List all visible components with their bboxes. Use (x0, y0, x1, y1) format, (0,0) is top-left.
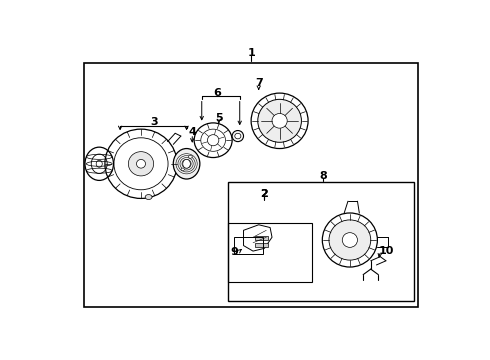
Ellipse shape (342, 233, 358, 247)
Text: 9: 9 (230, 247, 238, 257)
Text: 5: 5 (215, 113, 222, 123)
Ellipse shape (235, 133, 241, 139)
Ellipse shape (137, 159, 146, 168)
Ellipse shape (173, 149, 200, 179)
Text: 1: 1 (247, 48, 255, 58)
Ellipse shape (258, 99, 301, 142)
Ellipse shape (232, 131, 244, 141)
Ellipse shape (272, 113, 287, 128)
Ellipse shape (96, 160, 102, 167)
Ellipse shape (189, 156, 192, 158)
Ellipse shape (207, 135, 219, 146)
Text: 2: 2 (261, 189, 269, 199)
Ellipse shape (183, 159, 190, 168)
Bar (255, 236, 268, 240)
Text: 10: 10 (378, 246, 393, 256)
Bar (228, 182, 415, 301)
Text: 8: 8 (319, 171, 327, 181)
Text: 6: 6 (213, 88, 221, 98)
Ellipse shape (329, 220, 371, 260)
Bar (234, 237, 263, 254)
Bar (228, 223, 312, 282)
Text: 4: 4 (188, 127, 196, 137)
Text: 2: 2 (261, 189, 269, 199)
Ellipse shape (181, 168, 184, 171)
Ellipse shape (128, 152, 154, 176)
Text: 7: 7 (255, 78, 263, 89)
Bar (255, 243, 268, 247)
Ellipse shape (145, 194, 152, 199)
Text: 3: 3 (150, 117, 158, 127)
Bar (84, 63, 418, 307)
